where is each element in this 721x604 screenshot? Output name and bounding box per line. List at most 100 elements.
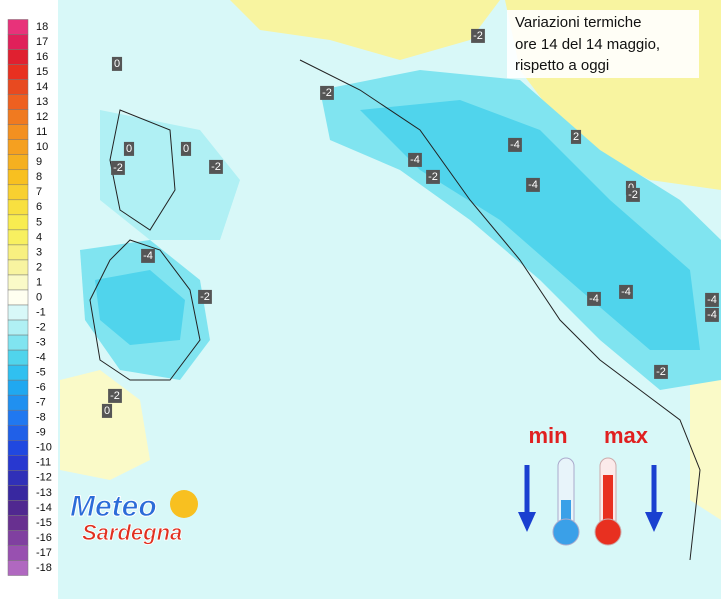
- contour-label: -2: [211, 161, 221, 173]
- legend-label: -11: [36, 457, 51, 469]
- legend-label: 14: [36, 81, 48, 93]
- legend-label: 12: [36, 111, 48, 123]
- legend-label: 10: [36, 141, 48, 153]
- legend-swatch: [7, 64, 29, 80]
- legend-swatch: [7, 229, 29, 246]
- contour-label: -4: [528, 179, 538, 191]
- coastline: [89, 239, 201, 381]
- title-line: Variazioni termiche: [515, 14, 641, 31]
- legend-label: -2: [36, 321, 46, 333]
- contour-label: -4: [143, 250, 153, 262]
- legend-label: 16: [36, 51, 48, 63]
- legend: 1817161514131211109876543210-1-2-3-4-5-6…: [7, 19, 52, 576]
- legend-swatch: [7, 379, 29, 396]
- contour-label: -2: [428, 171, 438, 183]
- legend-swatch: [7, 500, 29, 516]
- legend-swatch: [7, 244, 29, 261]
- legend-swatch: [7, 19, 29, 35]
- contour-label: 0: [114, 58, 120, 70]
- arrow: [645, 512, 663, 532]
- contour-label: -2: [113, 162, 123, 174]
- contour-label-bg: [570, 129, 582, 144]
- legend-swatch: [7, 424, 29, 441]
- contour-label-bg: [587, 291, 601, 306]
- thermometer-bulb: [552, 518, 580, 546]
- map-labels: -20-200-2-2-4-42-2-40-2-4-2-4-4-4-4-2-20: [101, 28, 719, 418]
- thermometer-fill: [603, 475, 613, 530]
- contour-label: -2: [628, 189, 638, 201]
- legend-swatch: [7, 214, 29, 231]
- legend-swatch: [7, 349, 29, 366]
- legend-swatch: [7, 515, 29, 531]
- legend-swatch: [7, 334, 29, 351]
- contour-label-bg: [471, 28, 485, 43]
- contour-label-bg: [654, 364, 668, 379]
- contour-label: -4: [589, 293, 599, 305]
- contour-label-bg: [209, 159, 223, 174]
- legend-swatch: [7, 394, 29, 411]
- contour-label-bg: [198, 289, 212, 304]
- legend-label: -15: [36, 517, 52, 529]
- min-label: min: [528, 423, 567, 448]
- legend-label: 11: [36, 126, 47, 138]
- legend-label: 7: [36, 186, 42, 198]
- contour-label-bg: [141, 248, 155, 263]
- legend-label: 0: [36, 291, 42, 303]
- contour-label: 2: [573, 131, 579, 143]
- contour-label: 0: [183, 143, 189, 155]
- legend-swatch: [7, 409, 29, 426]
- legend-label: -12: [36, 472, 52, 484]
- contour-label: -4: [707, 309, 717, 321]
- title-box: [507, 10, 699, 78]
- contour-label: -2: [110, 390, 120, 402]
- contour-label-bg: [626, 187, 640, 202]
- legend-swatch: [7, 470, 29, 486]
- contour-label: -2: [322, 87, 332, 99]
- logo-text: Sardegna: [82, 520, 182, 545]
- contour-label-bg: [320, 85, 334, 100]
- contour-label: -2: [200, 291, 210, 303]
- contour-label: -4: [707, 294, 717, 306]
- contour-label-bg: [101, 403, 113, 418]
- logo-sun: [170, 490, 198, 518]
- thermometer-fill: [561, 500, 571, 530]
- warm-area: [230, 0, 500, 60]
- coastline: [299, 59, 701, 561]
- legend-swatch: [7, 289, 29, 306]
- contour-label-bg: [705, 292, 719, 307]
- legend-swatch: [7, 34, 29, 50]
- legend-label: 18: [36, 21, 48, 33]
- legend-swatch: [7, 169, 29, 186]
- legend-swatch: [7, 530, 29, 546]
- legend-swatch: [7, 154, 29, 171]
- arrow: [518, 512, 536, 532]
- legend-label: -16: [36, 532, 52, 544]
- legend-label: 8: [36, 171, 42, 183]
- max-label: max: [604, 423, 649, 448]
- legend-label: -7: [36, 397, 46, 409]
- legend-swatch: [7, 49, 29, 65]
- warm-area: [690, 370, 721, 520]
- legend-label: -8: [36, 412, 46, 424]
- contour-label-bg: [108, 388, 122, 403]
- contour-label: -2: [656, 366, 666, 378]
- legend-swatch: [7, 79, 29, 95]
- legend-swatch: [7, 364, 29, 381]
- legend-label: 2: [36, 261, 42, 273]
- contour-label: 0: [126, 143, 132, 155]
- contour-label-bg: [180, 141, 192, 156]
- cool-area: [100, 110, 240, 240]
- contour-label-bg: [619, 284, 633, 299]
- contour-label: -2: [473, 30, 483, 42]
- legend-swatch: [7, 94, 29, 110]
- legend-swatch: [7, 199, 29, 216]
- legend-label: 13: [36, 96, 48, 108]
- legend-label: 5: [36, 216, 42, 228]
- legend-swatch: [7, 139, 29, 155]
- legend-label: 6: [36, 201, 42, 213]
- legend-swatch: [7, 109, 29, 125]
- contour-label-bg: [408, 152, 422, 167]
- contour-label: -4: [410, 154, 420, 166]
- legend-swatch: [7, 440, 29, 456]
